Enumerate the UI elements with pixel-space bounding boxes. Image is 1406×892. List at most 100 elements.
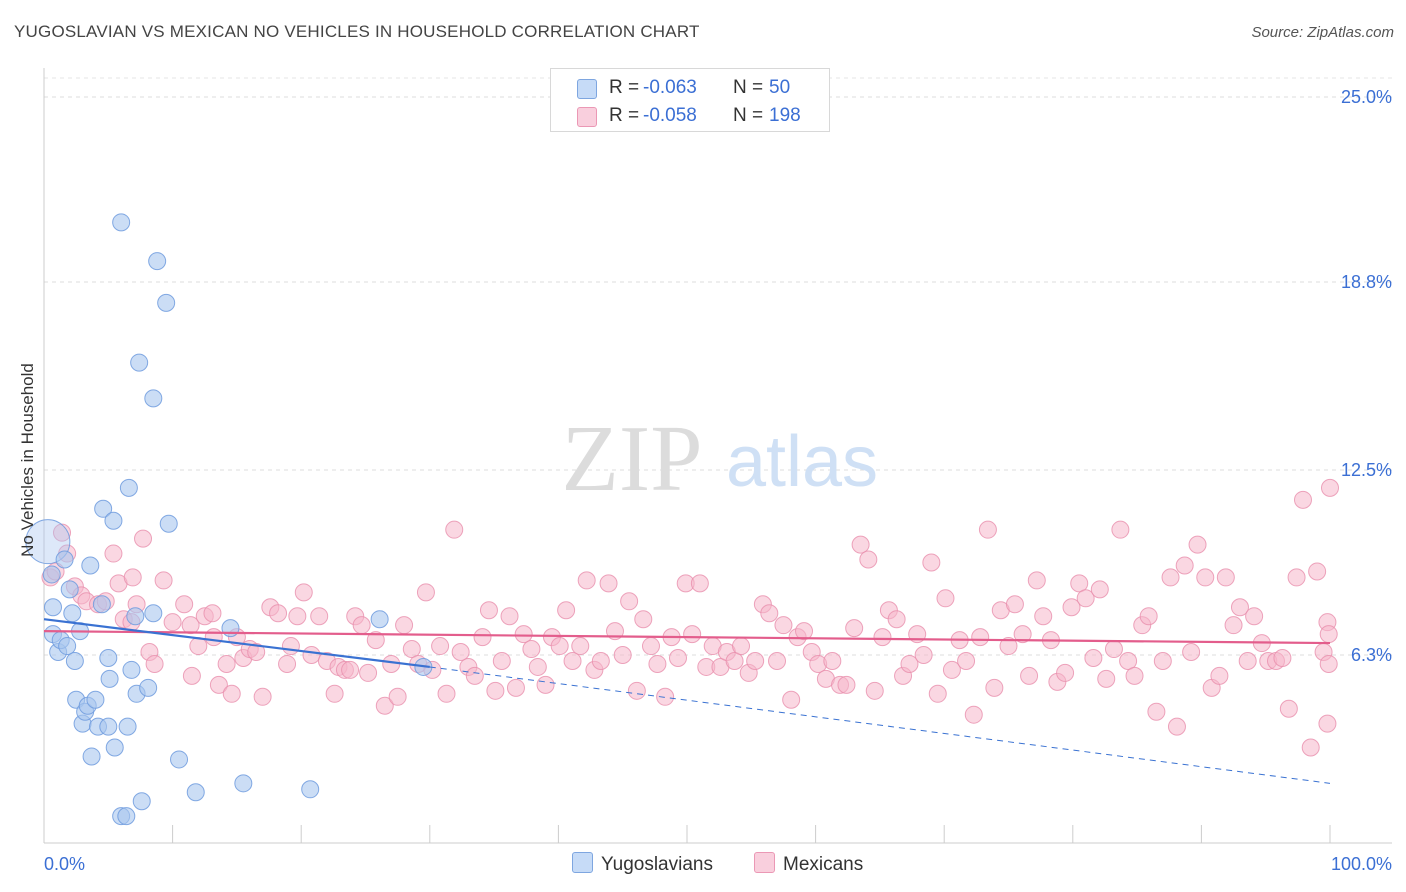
bottom-swatch-yugoslavians bbox=[572, 852, 593, 873]
watermark-atlas: atlas bbox=[726, 422, 878, 502]
mexican-point bbox=[492, 651, 511, 670]
mexican-point bbox=[1293, 490, 1312, 509]
yugoslavian-point bbox=[122, 660, 141, 679]
mexican-point bbox=[281, 637, 300, 656]
mexican-point bbox=[1167, 717, 1186, 736]
mexican-point bbox=[859, 550, 878, 569]
mexican-point bbox=[536, 675, 555, 694]
mexican-point bbox=[222, 684, 241, 703]
mexican-point bbox=[683, 625, 702, 644]
mexican-point bbox=[914, 646, 933, 665]
legend-n-value: 198 bbox=[769, 105, 801, 126]
mexican-point bbox=[104, 544, 123, 563]
mexican-point bbox=[134, 529, 153, 548]
yugoslavian-point bbox=[112, 213, 131, 232]
legend-r-label: R = bbox=[609, 77, 640, 98]
mexican-point bbox=[1319, 625, 1338, 644]
mexican-point bbox=[873, 628, 892, 647]
yugoslavian-point bbox=[82, 747, 101, 766]
yugoslavian-point bbox=[86, 690, 105, 709]
yugoslavian-point bbox=[99, 717, 118, 736]
legend-swatch-mexicans bbox=[577, 107, 597, 127]
yugoslavian-point bbox=[100, 669, 119, 688]
mexican-point bbox=[500, 607, 519, 626]
mexican-point bbox=[557, 601, 576, 620]
mexican-point bbox=[1308, 562, 1327, 581]
yugoslavians-points bbox=[25, 213, 433, 826]
tick-labels: 6.3% 12.5% 18.8% 25.0% 0.0% 100.0% bbox=[44, 87, 1392, 874]
mexican-point bbox=[203, 604, 222, 623]
mexican-point bbox=[1319, 654, 1338, 673]
mexican-point bbox=[479, 601, 498, 620]
correlation-legend: R = -0.063 N = 50 R = -0.058 N = 198 bbox=[550, 68, 830, 132]
chart-title: YUGOSLAVIAN VS MEXICAN NO VEHICLES IN HO… bbox=[14, 22, 700, 41]
mexican-point bbox=[768, 651, 787, 670]
x-tick-label: 0.0% bbox=[44, 854, 85, 874]
mexican-point bbox=[182, 666, 201, 685]
mexican-point bbox=[725, 651, 744, 670]
mexican-point bbox=[782, 690, 801, 709]
yugoslavian-point bbox=[130, 353, 149, 372]
mexican-point bbox=[957, 651, 976, 670]
mexican-point bbox=[648, 654, 667, 673]
mexican-point bbox=[486, 681, 505, 700]
mexican-point bbox=[1125, 666, 1144, 685]
yugoslavian-point bbox=[132, 792, 151, 811]
mexican-point bbox=[837, 675, 856, 694]
mexican-point bbox=[209, 675, 228, 694]
mexican-point bbox=[599, 574, 618, 593]
legend-swatch-yugoslavians bbox=[577, 79, 597, 99]
mexican-point bbox=[851, 535, 870, 554]
mexican-point bbox=[1013, 625, 1032, 644]
mexican-point bbox=[445, 520, 464, 539]
mexican-point bbox=[1076, 589, 1095, 608]
mexican-point bbox=[395, 616, 414, 635]
mexican-point bbox=[522, 640, 541, 659]
yugoslavian-point bbox=[118, 717, 137, 736]
mexican-point bbox=[1318, 714, 1337, 733]
mexican-point bbox=[294, 583, 313, 602]
bottom-swatch-mexicans bbox=[754, 852, 775, 873]
mexican-point bbox=[668, 648, 687, 667]
yugoslavian-point bbox=[119, 478, 138, 497]
mexican-point bbox=[366, 631, 385, 650]
mexican-point bbox=[1090, 580, 1109, 599]
mexican-point bbox=[1188, 535, 1207, 554]
yugoslavian-point bbox=[301, 780, 320, 799]
mexican-point bbox=[325, 684, 344, 703]
yugoslavian-point bbox=[144, 604, 163, 623]
mexican-point bbox=[978, 520, 997, 539]
mexican-point bbox=[1027, 571, 1046, 590]
mexican-point bbox=[1224, 616, 1243, 635]
mexican-point bbox=[1005, 595, 1024, 614]
yugoslavian-point bbox=[55, 550, 74, 569]
mexican-point bbox=[746, 651, 765, 670]
legend-row-mexicans: R = -0.058 N = 198 bbox=[551, 101, 829, 129]
mexican-point bbox=[528, 657, 547, 676]
legend-n-value: 50 bbox=[769, 77, 791, 98]
mexican-point bbox=[288, 607, 307, 626]
mexican-point bbox=[656, 687, 675, 706]
legend-n-label: N = bbox=[733, 105, 764, 126]
mexicans-points bbox=[41, 478, 1339, 757]
mexican-point bbox=[247, 643, 266, 662]
mexican-point bbox=[217, 654, 236, 673]
mexican-point bbox=[620, 592, 639, 611]
mexican-point bbox=[514, 625, 533, 644]
mexican-point bbox=[922, 553, 941, 572]
mexican-point bbox=[1196, 568, 1215, 587]
y-tick-label: 12.5% bbox=[1341, 460, 1392, 480]
mexican-point bbox=[1238, 651, 1257, 670]
yugoslavian-point bbox=[63, 604, 82, 623]
yugoslavian-point bbox=[370, 610, 389, 629]
yugoslavians-trend-line bbox=[43, 618, 430, 669]
mexican-point bbox=[760, 604, 779, 623]
mexican-point bbox=[690, 574, 709, 593]
yugoslavian-point bbox=[105, 738, 124, 757]
mexican-point bbox=[1321, 478, 1339, 497]
yugoslavian-point bbox=[159, 514, 178, 533]
mexican-point bbox=[352, 616, 371, 635]
y-tick-label: 18.8% bbox=[1341, 272, 1392, 292]
mexican-point bbox=[506, 678, 525, 697]
x-tick-label: 100.0% bbox=[1331, 854, 1392, 874]
